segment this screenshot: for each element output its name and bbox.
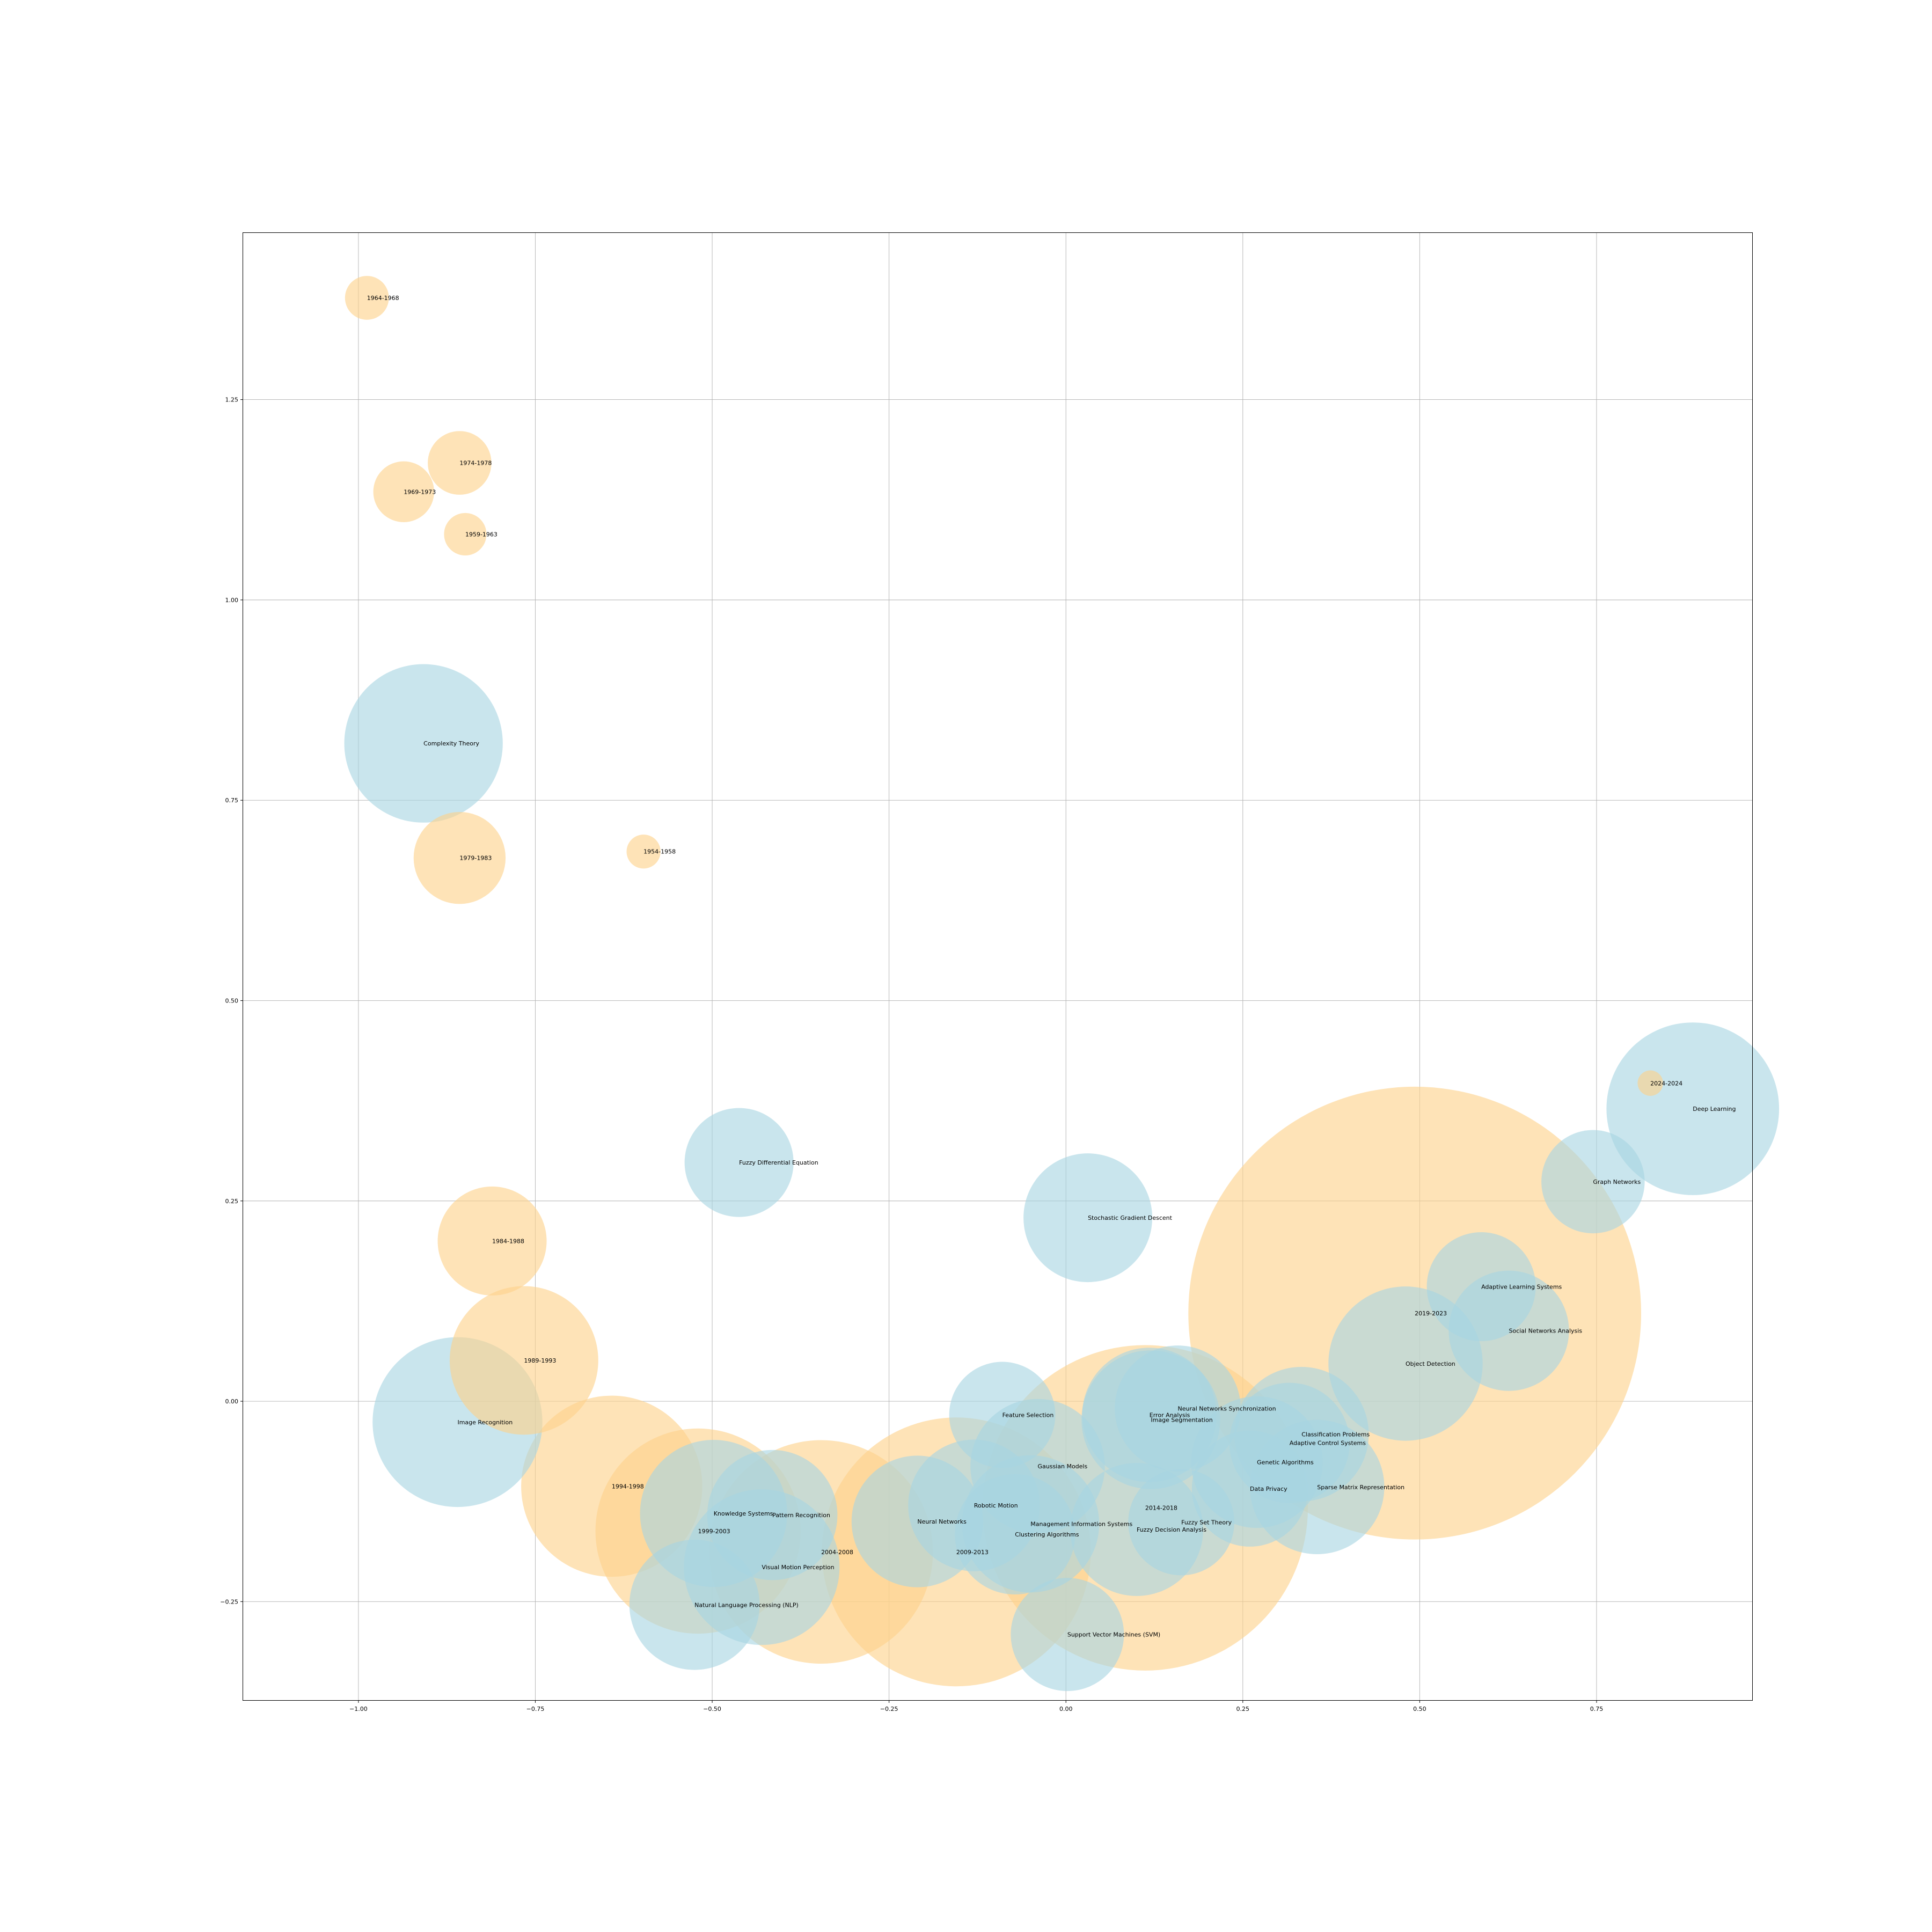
y-tick-label: 0.75 [225,797,239,804]
bubbles [344,276,1780,1692]
bubble-label: 1964-1968 [367,295,399,302]
period-bubble [437,1186,547,1296]
bubble-label: Management Information Systems [1030,1521,1132,1528]
x-tick-label: 0.00 [1059,1706,1073,1713]
period-bubble [449,1286,598,1435]
y-tick-label: 0.25 [225,1198,239,1205]
topic-bubble [1115,1345,1241,1472]
bubble-label: 1979-1983 [459,855,492,862]
bubble-label: Feature Selection [1002,1411,1054,1418]
period-bubble [413,811,506,904]
period-bubble [626,835,661,869]
bubble-label: Error Analysis [1150,1411,1190,1418]
y-tick-label: 0.00 [225,1398,239,1405]
bubble-label: Image Recognition [457,1419,513,1426]
axis-ticks: −1.00 −0.75 −0.50 −0.25 0.00 0.25 0.50 0.75 −0.2… [220,397,1603,1713]
topic-bubble [1541,1130,1645,1234]
bubble-label: 2004-2008 [821,1549,853,1556]
bubble-label: 1999-2003 [698,1528,730,1535]
bubble-label: Social Networks Analysis [1509,1328,1582,1335]
bubble-label: 1954-1958 [643,848,676,855]
bubble-label: Fuzzy Set Theory [1181,1519,1232,1526]
bubble-label: Classification Problems [1301,1431,1370,1438]
x-tick-label: 0.50 [1413,1706,1426,1713]
bubble-label: Adaptive Learning Systems [1481,1284,1562,1291]
bubble-label: Visual Motion Perception [762,1564,834,1571]
bubble-labels: 1964-1968 1974-1978 1969-1973 1959-1963 Comp… [367,295,1736,1638]
period-bubble [373,461,434,522]
period-bubble [345,276,389,320]
bubble-label: 1984-1988 [492,1238,524,1245]
bubble-label: Knowledge Systems [714,1510,773,1517]
bubble-label: Neural Networks Synchronization [1178,1405,1276,1412]
topic-bubble [1011,1578,1124,1692]
bubble-label: Robotic Motion [974,1502,1018,1509]
bubble-label: 1989-1993 [524,1357,556,1364]
period-bubble [444,513,487,555]
bubble-label: Natural Language Processing (NLP) [694,1601,799,1608]
topic-bubble [629,1540,760,1670]
x-tick-label: −0.75 [526,1706,545,1713]
x-tick-label: −0.50 [703,1706,721,1713]
x-tick-label: −0.25 [880,1706,898,1713]
topic-bubble [1426,1232,1536,1342]
topic-bubble [1128,1469,1234,1576]
topic-bubble [684,1108,794,1217]
topic-bubble [955,1474,1075,1594]
bubble-label: Fuzzy Decision Analysis [1137,1526,1206,1533]
topic-bubble [851,1455,983,1587]
bubble-label: 1994-1998 [612,1483,644,1490]
bubble-label: 1959-1963 [465,531,497,538]
x-tick-label: 0.75 [1590,1706,1604,1713]
bubble-label: Graph Networks [1593,1179,1641,1185]
bubble-label: Deep Learning [1693,1106,1736,1113]
bubble-label: 1974-1978 [459,460,492,467]
bubble-label: Stochastic Gradient Descent [1088,1214,1173,1221]
bubble-label: Pattern Recognition [772,1512,830,1519]
topic-bubble [949,1362,1056,1468]
bubble-label: Data Privacy [1250,1485,1287,1492]
x-tick-label: −1.00 [349,1706,368,1713]
period-bubble [428,431,492,495]
bubble-label: Complexity Theory [423,740,479,747]
bubble-label: Object Detection [1406,1360,1455,1367]
topic-bubble [707,1450,838,1580]
bubble-label: Image Segmentation [1151,1416,1212,1423]
bubble-label: Clustering Algorithms [1015,1531,1079,1538]
bubble-label: Neural Networks [917,1518,967,1525]
bubble-label: 1969-1973 [404,488,436,495]
topic-bubble [1023,1153,1153,1283]
x-tick-label: 0.25 [1236,1706,1250,1713]
bubble-label: Support Vector Machines (SVM) [1067,1631,1160,1638]
bubble-label: Adaptive Control Systems [1290,1440,1366,1447]
y-tick-label: 0.50 [225,997,239,1004]
y-tick-label: 1.25 [225,397,239,404]
bubble-label: Gaussian Models [1037,1463,1087,1470]
bubble-label: Fuzzy Differential Equation [739,1159,818,1166]
plot-frame [243,232,1753,1701]
bubble-label: 2024-2024 [1650,1080,1682,1087]
y-tick-label: 1.00 [225,597,239,604]
topic-bubble [344,664,503,823]
bubble-label: 2014-2018 [1145,1505,1177,1512]
period-bubble [1637,1070,1663,1096]
bubble-label: Sparse Matrix Representation [1317,1484,1404,1491]
bubble-label: 2019-2023 [1415,1310,1447,1317]
y-tick-label: −0.25 [220,1598,238,1605]
bubble-label: Genetic Algorithms [1257,1459,1314,1466]
topic-bubble [1606,1022,1780,1195]
bubble-label: 2009-2013 [956,1549,989,1556]
